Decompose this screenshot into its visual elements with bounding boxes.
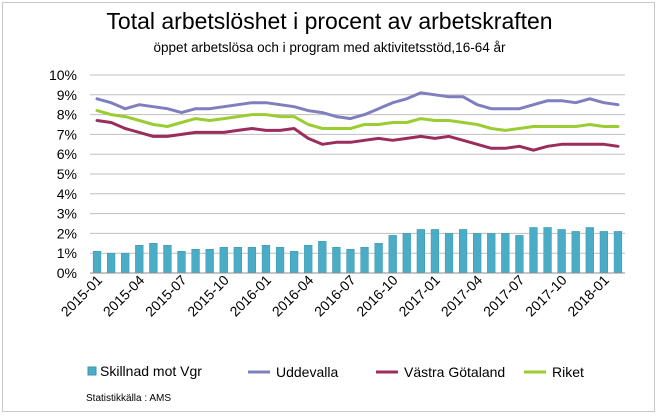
bar-skillnad [374, 243, 383, 274]
x-tick-label: 2016-04 [269, 272, 317, 320]
bar-skillnad [360, 247, 369, 274]
bar-skillnad [106, 252, 116, 274]
legend-label: Riket [552, 364, 584, 380]
bar-skillnad [92, 250, 102, 274]
y-tick-label: 3% [57, 206, 77, 222]
bar-skillnad [275, 247, 285, 274]
bar-series [92, 227, 623, 274]
bar-skillnad [585, 227, 594, 274]
y-tick-label: 5% [57, 166, 77, 182]
y-tick-label: 7% [57, 126, 77, 142]
bar-skillnad [473, 233, 482, 274]
bar-skillnad [444, 233, 454, 274]
bar-skillnad [402, 233, 411, 274]
bar-skillnad [529, 227, 538, 274]
bar-skillnad [149, 243, 158, 274]
bar-skillnad [318, 241, 327, 274]
chart-subtitle: öppet arbetslösa och i program med aktiv… [153, 40, 506, 55]
x-tick-label: 2015-10 [184, 272, 232, 320]
bar-skillnad [346, 248, 355, 274]
bar-skillnad [599, 231, 609, 274]
x-tick-label: 2015-04 [100, 272, 148, 320]
x-tick-label: 2016-10 [353, 272, 401, 320]
bar-skillnad [515, 235, 524, 274]
bar-skillnad [177, 250, 186, 274]
bar-skillnad [233, 247, 242, 274]
bar-skillnad [205, 248, 214, 274]
bar-skillnad [487, 233, 496, 274]
bar-skillnad [416, 229, 425, 274]
x-tick-label: 2017-04 [438, 272, 486, 320]
bar-skillnad [247, 247, 257, 274]
y-tick-label: 10% [49, 67, 77, 83]
bar-skillnad [191, 248, 200, 274]
bar-skillnad [557, 229, 566, 274]
chart-frame [2, 2, 655, 412]
y-tick-label: 4% [57, 186, 77, 202]
x-tick-label: 2016-01 [226, 272, 274, 320]
x-tick-label: 2015-07 [142, 272, 190, 320]
line-riket [95, 109, 620, 132]
x-tick-label: 2017-10 [522, 272, 570, 320]
x-tick-label: 2018-01 [564, 272, 612, 320]
line-uddevalla [95, 91, 620, 121]
y-tick-label: 0% [57, 265, 77, 281]
bar-skillnad [163, 245, 172, 274]
bar-skillnad [121, 252, 130, 274]
x-tick-label: 2017-01 [395, 272, 443, 320]
legend-swatch-skillnad [87, 366, 97, 376]
x-tick-label: 2017-07 [480, 272, 528, 320]
bar-skillnad [543, 227, 552, 274]
y-tick-label: 9% [57, 87, 77, 103]
bar-skillnad [458, 229, 468, 274]
bar-skillnad [261, 245, 271, 274]
bar-skillnad [290, 250, 299, 274]
bar-skillnad [430, 229, 440, 274]
bar-skillnad [571, 231, 580, 274]
y-tick-label: 8% [57, 107, 77, 123]
legend: Skillnad mot Vgr Uddevalla Västra Götaland… [87, 363, 584, 380]
y-tick-label: 1% [57, 245, 77, 261]
bar-skillnad [388, 235, 397, 274]
legend-label: Uddevalla [276, 364, 338, 380]
line-vastra-gotaland [95, 119, 620, 152]
source-note: Statistikkälla : AMS [86, 393, 172, 404]
bar-skillnad [219, 247, 228, 274]
bar-skillnad [304, 245, 313, 274]
line-series [95, 91, 620, 152]
legend-label: Skillnad mot Vgr [100, 363, 202, 379]
y-tick-label: 2% [57, 225, 77, 241]
x-tick-label: 2016-07 [311, 272, 359, 320]
bar-skillnad [501, 233, 510, 274]
chart-title: Total arbetslöshet i procent av arbetskr… [106, 8, 553, 34]
y-tick-label: 6% [57, 146, 77, 162]
legend-label: Västra Götaland [404, 364, 505, 380]
bar-skillnad [332, 247, 341, 274]
bar-skillnad [135, 245, 144, 274]
bar-skillnad [613, 231, 623, 274]
